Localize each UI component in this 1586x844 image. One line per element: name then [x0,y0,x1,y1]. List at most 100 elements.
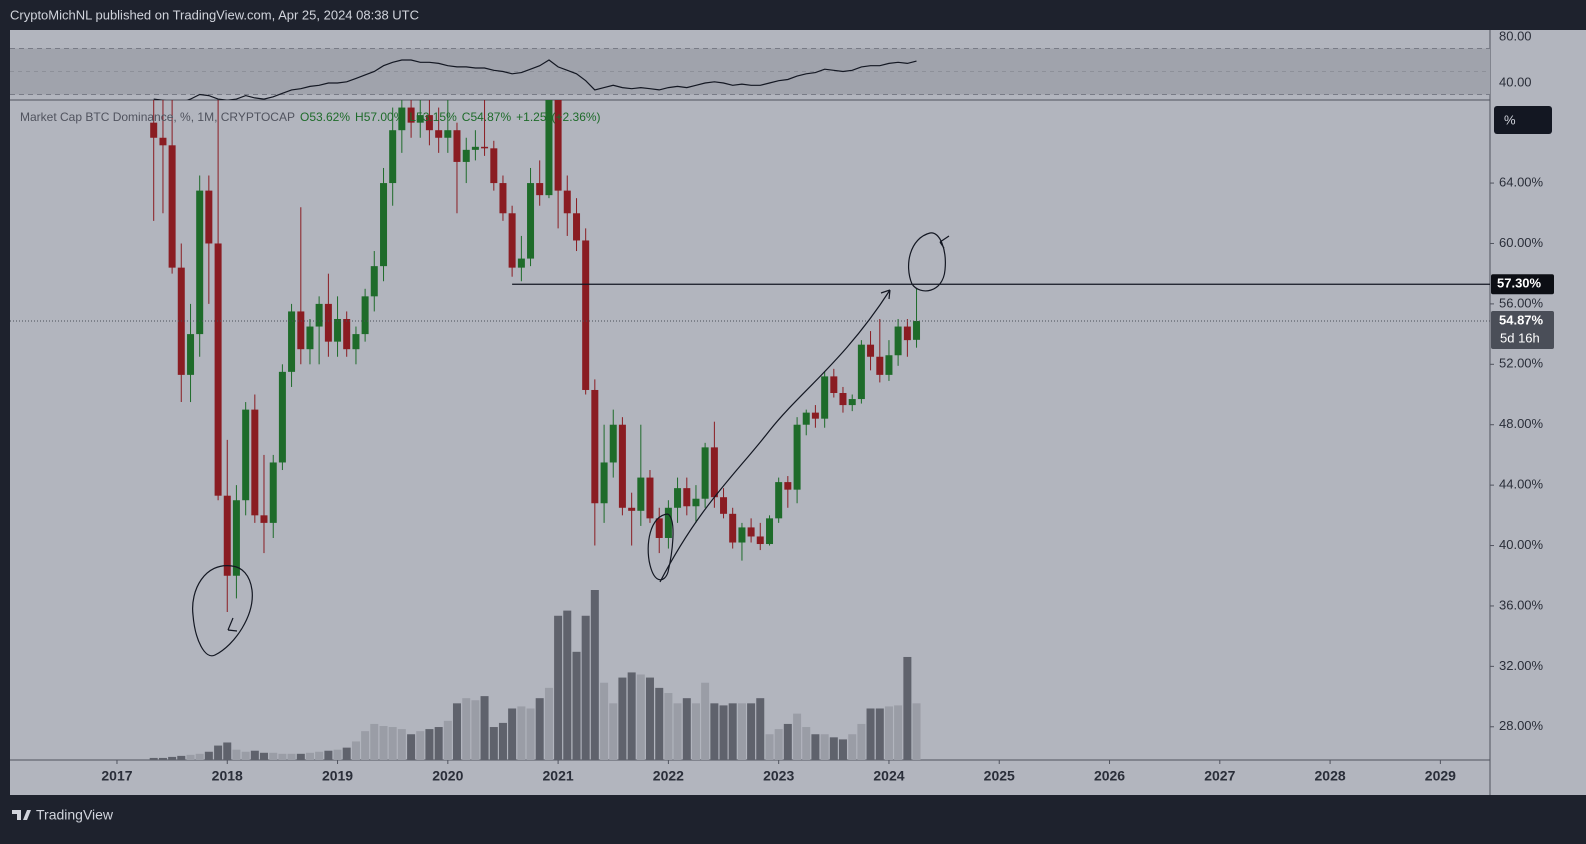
volume-bar [618,677,627,760]
volume-bar [857,723,866,760]
scale-button[interactable] [1494,106,1552,134]
candle-body [609,424,617,463]
volume-bar [434,727,443,760]
volume-bar [747,703,756,760]
volume-bar [250,750,259,760]
y-tick-label: 40.00% [1499,537,1544,552]
level-label-bg [1491,274,1554,295]
candle-body [471,146,479,150]
volume-bar [590,590,599,760]
volume-bar [305,752,314,760]
x-tick-label: 2019 [322,768,353,784]
volume-bar [425,729,434,760]
volume-bar [388,727,397,760]
candle-body [481,146,489,149]
candle-body [315,303,323,327]
candle-body [618,424,626,508]
candle-body [692,498,700,507]
volume-bar [214,745,223,760]
candle-body [903,326,911,341]
candle-body [187,334,195,375]
candle-body [848,399,856,406]
y-tick-label: 48.00% [1499,416,1544,431]
x-tick-label: 2018 [212,768,243,784]
y-tick-label: 44.00% [1499,477,1544,492]
candle-body [793,424,801,490]
volume-bar [655,687,664,760]
volume-bar [416,731,425,760]
x-tick-label: 2021 [543,768,574,784]
volume-bar [471,700,480,760]
volume-bar [342,747,351,760]
candle-body [444,130,452,138]
candle-body [655,518,663,538]
candle-body [600,462,608,504]
candle-body [867,344,875,357]
candle-body [646,477,654,519]
volume-bar [223,742,232,760]
volume-bar [361,731,370,760]
volume-bar [691,703,700,760]
x-tick-label: 2020 [432,768,463,784]
volume-bar [903,656,912,760]
volume-bar [186,754,195,760]
volume-bar [912,703,921,760]
x-tick-label: 2026 [1094,768,1125,784]
y-tick-label: 36.00% [1499,597,1544,612]
candle-body [297,311,305,350]
volume-bar [645,677,654,760]
volume-bar [259,752,268,760]
candle-body [306,326,314,350]
brand-logo [12,810,31,820]
candle-body [784,482,792,490]
volume-bar [563,610,572,760]
candle-body [775,482,783,519]
plot-area [10,30,1490,760]
volume-bar [600,682,609,760]
volume-bar [351,741,360,760]
candle-body [729,513,737,543]
candle-body [802,412,810,425]
candle-body [352,334,360,350]
volume-bar [204,751,213,760]
y-tick-label: 64.00% [1499,175,1544,190]
x-tick-label: 2028 [1315,768,1346,784]
volume-bar [884,706,893,760]
candle-body [857,344,865,400]
candle-body [232,500,240,576]
volume-bar [875,708,884,760]
volume-bar [508,708,517,760]
volume-bar [728,703,737,760]
scale-button-text[interactable]: % [1504,112,1516,127]
last-price-bg [1491,310,1554,349]
countdown-label: 5d 16h [1500,330,1540,345]
legend-low: L53.15% [409,110,457,124]
candle-body [738,527,746,543]
candle-body [573,213,581,241]
candle-body [214,243,222,496]
volume-bar [452,703,461,760]
volume-bar [811,734,820,760]
candle-body [453,130,461,162]
y-tick-label: 52.00% [1499,356,1544,371]
candle-body [536,183,544,196]
volume-bar [489,727,498,760]
candle-body [591,389,599,504]
volume-bar [866,708,875,760]
volume-bar [407,734,416,760]
volume-bar [278,753,287,760]
x-tick-label: 2024 [873,768,904,784]
candle-body [766,518,774,545]
header-text: CryptoMichNL published on TradingView.co… [10,7,419,22]
candle-body [288,311,296,372]
candle-body [435,130,443,138]
x-tick-label: 2023 [763,768,794,784]
volume-bar [379,726,388,760]
volume-bar [701,682,710,760]
drawing-circle [908,232,950,292]
candle-body [821,376,829,419]
candle-body [876,356,884,375]
volume-bar [397,729,406,760]
rsi-line [153,59,917,100]
